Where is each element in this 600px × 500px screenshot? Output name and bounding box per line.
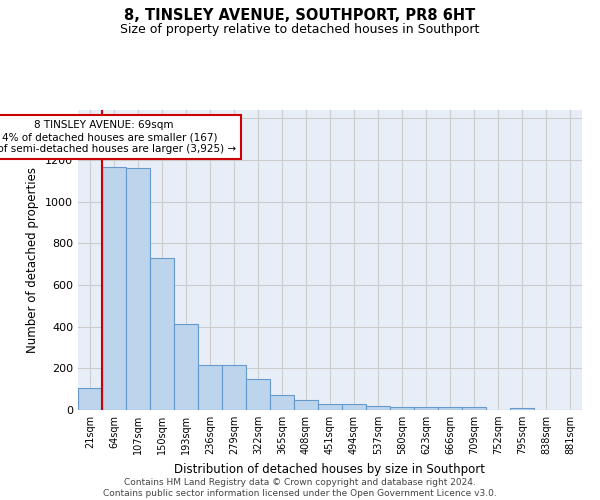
Bar [102, 168, 126, 410]
Y-axis label: Number of detached properties: Number of detached properties [26, 167, 40, 353]
Bar [198, 365, 222, 410]
Bar [510, 408, 534, 410]
Bar [126, 168, 150, 410]
Bar [246, 379, 270, 410]
Bar [294, 400, 318, 410]
Bar [318, 404, 342, 410]
Bar [390, 407, 414, 410]
Bar [462, 407, 486, 410]
Bar [366, 406, 390, 410]
Text: 8, TINSLEY AVENUE, SOUTHPORT, PR8 6HT: 8, TINSLEY AVENUE, SOUTHPORT, PR8 6HT [124, 8, 476, 22]
Bar [222, 365, 246, 410]
Bar [414, 407, 438, 410]
Bar [438, 407, 462, 410]
Text: Contains HM Land Registry data © Crown copyright and database right 2024.
Contai: Contains HM Land Registry data © Crown c… [103, 478, 497, 498]
Bar [270, 396, 294, 410]
Text: Size of property relative to detached houses in Southport: Size of property relative to detached ho… [121, 22, 479, 36]
Bar [150, 258, 174, 410]
Text: 8 TINSLEY AVENUE: 69sqm
← 4% of detached houses are smaller (167)
95% of semi-de: 8 TINSLEY AVENUE: 69sqm ← 4% of detached… [0, 120, 236, 154]
Bar [78, 388, 102, 410]
Bar [342, 404, 366, 410]
Bar [174, 324, 198, 410]
X-axis label: Distribution of detached houses by size in Southport: Distribution of detached houses by size … [175, 462, 485, 475]
